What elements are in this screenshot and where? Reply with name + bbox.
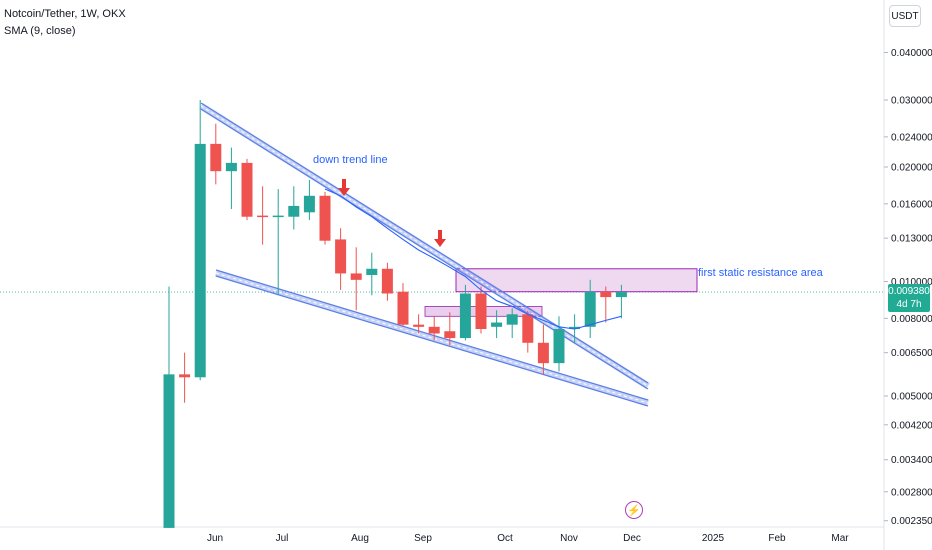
lightning-icon[interactable]: ⚡ — [625, 501, 643, 519]
candle-body — [413, 324, 425, 327]
symbol-title[interactable]: Notcoin/Tether, 1W, OKX — [4, 8, 126, 20]
candle-body — [584, 291, 596, 327]
y-tick-label: 0.006500 — [891, 348, 932, 359]
sma-line — [324, 188, 622, 330]
candle-body — [491, 322, 503, 327]
down-arrow-2-shaft — [438, 230, 442, 239]
y-tick-label: 0.040000 — [891, 48, 932, 59]
candle-body — [257, 215, 269, 218]
candle-body — [475, 293, 487, 330]
y-tick-label: 0.002350 — [891, 516, 932, 527]
candle-body — [163, 374, 175, 528]
candle-body — [335, 239, 347, 274]
currency-unit-button[interactable]: USDT — [889, 5, 921, 27]
candle-body — [288, 205, 300, 217]
y-tick-label: 0.004200 — [891, 420, 932, 431]
x-tick-label: Jul — [276, 533, 289, 544]
lower-trend-line-edge-top — [215, 269, 649, 401]
candle-body — [225, 162, 237, 172]
candle-body — [350, 273, 362, 280]
x-tick-label: 2025 — [702, 533, 725, 544]
upper-trend-line-dash — [200, 105, 649, 387]
x-tick-label: Dec — [623, 533, 641, 544]
candle-body — [319, 195, 331, 241]
y-tick-label: 0.010000 — [891, 277, 932, 288]
x-tick-label: Sep — [414, 533, 432, 544]
candle-body — [459, 293, 471, 339]
candle-body — [241, 162, 253, 217]
y-tick-label: 0.020000 — [891, 162, 932, 173]
candle-body — [397, 291, 409, 325]
x-tick-label: Nov — [560, 533, 578, 544]
resistance-zone — [455, 268, 698, 293]
upper-trend-line-edge-top — [200, 102, 649, 384]
candle-body — [522, 314, 534, 343]
down-arrow-1-shaft — [342, 179, 346, 188]
current-price-label: 0.009380 4d 7h — [888, 284, 930, 312]
x-tick-label: Oct — [497, 533, 513, 544]
lower-trend-line-edge-bottom — [215, 275, 649, 407]
candle-body — [569, 326, 581, 330]
candle-body — [303, 195, 315, 213]
candle-body — [537, 342, 549, 364]
trend-line-label: down trend line — [313, 154, 388, 166]
down-arrow-2-head — [434, 239, 446, 247]
resistance-label: first static resistance area — [698, 267, 824, 279]
candle-body — [210, 143, 222, 172]
x-tick-label: Jun — [207, 533, 223, 544]
y-tick-label: 0.003400 — [891, 455, 932, 466]
candle-body — [428, 326, 440, 334]
y-tick-label: 0.030000 — [891, 96, 932, 107]
candle-body — [179, 374, 191, 378]
y-tick-label: 0.024000 — [891, 132, 932, 143]
candle-body — [444, 331, 456, 339]
current-price-value: 0.009380 — [888, 286, 930, 297]
x-tick-label: Mar — [831, 533, 849, 544]
candle-body — [366, 268, 378, 276]
candle-body — [381, 268, 393, 294]
candle-body — [506, 314, 518, 325]
y-tick-label: 0.013000 — [891, 234, 932, 245]
candle-body — [553, 329, 565, 364]
candle-body — [272, 215, 284, 218]
candle-body — [615, 292, 627, 298]
candle-body — [194, 143, 206, 378]
lower-trend-line-band — [214, 269, 650, 407]
candle-body — [600, 291, 612, 298]
y-tick-label: 0.005000 — [891, 392, 932, 403]
indicator-legend[interactable]: SMA (9, close) — [4, 25, 76, 37]
bar-countdown: 4d 7h — [896, 299, 922, 310]
x-tick-label: Aug — [351, 533, 369, 544]
x-tick-label: Feb — [768, 533, 786, 544]
down-arrow-1-head — [338, 188, 350, 196]
upper-trend-line-edge-bottom — [200, 108, 649, 390]
y-tick-label: 0.002800 — [891, 487, 932, 498]
y-tick-label: 0.008000 — [891, 314, 932, 325]
y-tick-label: 0.016000 — [891, 199, 932, 210]
